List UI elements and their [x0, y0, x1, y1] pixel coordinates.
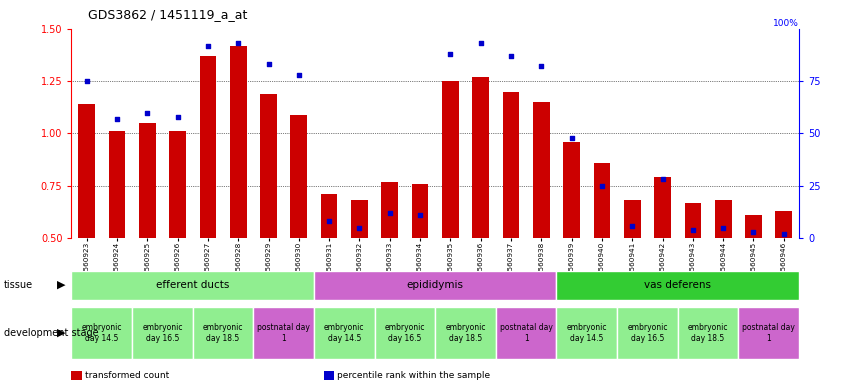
- Text: embryonic
day 14.5: embryonic day 14.5: [567, 323, 607, 343]
- Bar: [314, 307, 374, 359]
- Bar: [563, 142, 580, 238]
- Point: [747, 229, 760, 235]
- Bar: [71, 307, 132, 359]
- Point: [717, 225, 730, 231]
- Bar: [193, 307, 253, 359]
- Point: [352, 225, 366, 231]
- Bar: [715, 200, 732, 238]
- Bar: [108, 131, 125, 238]
- Text: embryonic
day 14.5: embryonic day 14.5: [82, 323, 122, 343]
- Bar: [320, 194, 337, 238]
- Point: [595, 183, 609, 189]
- Point: [413, 212, 426, 218]
- Point: [140, 109, 154, 116]
- Text: embryonic
day 18.5: embryonic day 18.5: [203, 323, 243, 343]
- Text: embryonic
day 16.5: embryonic day 16.5: [627, 323, 668, 343]
- Bar: [503, 91, 520, 238]
- Bar: [139, 123, 156, 238]
- Bar: [253, 307, 314, 359]
- Bar: [260, 94, 277, 238]
- Bar: [557, 307, 617, 359]
- Bar: [435, 307, 496, 359]
- Text: percentile rank within the sample: percentile rank within the sample: [337, 371, 490, 380]
- Point: [626, 222, 639, 228]
- Point: [110, 116, 124, 122]
- Point: [292, 72, 305, 78]
- Bar: [314, 271, 557, 300]
- Text: postnatal day
1: postnatal day 1: [500, 323, 553, 343]
- Bar: [685, 202, 701, 238]
- Point: [505, 53, 518, 59]
- Point: [80, 78, 93, 84]
- Bar: [594, 163, 611, 238]
- Text: 100%: 100%: [773, 19, 799, 28]
- Bar: [678, 307, 738, 359]
- Text: postnatal day
1: postnatal day 1: [257, 323, 310, 343]
- Bar: [78, 104, 95, 238]
- Bar: [738, 307, 799, 359]
- Bar: [290, 114, 307, 238]
- Bar: [775, 211, 792, 238]
- Text: ▶: ▶: [57, 328, 66, 338]
- Point: [383, 210, 396, 216]
- Point: [231, 40, 245, 46]
- Text: embryonic
day 14.5: embryonic day 14.5: [324, 323, 364, 343]
- Text: epididymis: epididymis: [407, 280, 463, 290]
- Bar: [557, 271, 799, 300]
- Bar: [624, 200, 641, 238]
- Point: [656, 176, 669, 182]
- Text: embryonic
day 16.5: embryonic day 16.5: [384, 323, 426, 343]
- Bar: [169, 131, 186, 238]
- Point: [686, 227, 700, 233]
- Bar: [230, 46, 246, 238]
- Bar: [382, 182, 398, 238]
- Text: embryonic
day 18.5: embryonic day 18.5: [688, 323, 728, 343]
- Point: [262, 61, 275, 68]
- Bar: [473, 77, 489, 238]
- Text: postnatal day
1: postnatal day 1: [743, 323, 795, 343]
- Bar: [132, 307, 193, 359]
- Bar: [533, 102, 550, 238]
- Bar: [199, 56, 216, 238]
- Point: [474, 40, 488, 46]
- Point: [171, 114, 184, 120]
- Point: [322, 218, 336, 224]
- Bar: [745, 215, 762, 238]
- Text: transformed count: transformed count: [85, 371, 169, 380]
- Bar: [442, 81, 458, 238]
- Text: GDS3862 / 1451119_a_at: GDS3862 / 1451119_a_at: [88, 8, 248, 21]
- Text: ▶: ▶: [57, 280, 66, 290]
- Text: vas deferens: vas deferens: [644, 280, 711, 290]
- Bar: [617, 307, 678, 359]
- Point: [565, 134, 579, 141]
- Bar: [71, 271, 314, 300]
- Bar: [412, 184, 428, 238]
- Text: efferent ducts: efferent ducts: [156, 280, 230, 290]
- Bar: [654, 177, 671, 238]
- Bar: [496, 307, 557, 359]
- Text: embryonic
day 18.5: embryonic day 18.5: [445, 323, 486, 343]
- Text: tissue: tissue: [4, 280, 34, 290]
- Text: embryonic
day 16.5: embryonic day 16.5: [142, 323, 182, 343]
- Bar: [351, 200, 368, 238]
- Point: [444, 51, 458, 57]
- Point: [777, 231, 791, 237]
- Point: [201, 43, 214, 49]
- Point: [535, 63, 548, 70]
- Text: development stage: development stage: [4, 328, 99, 338]
- Bar: [374, 307, 435, 359]
